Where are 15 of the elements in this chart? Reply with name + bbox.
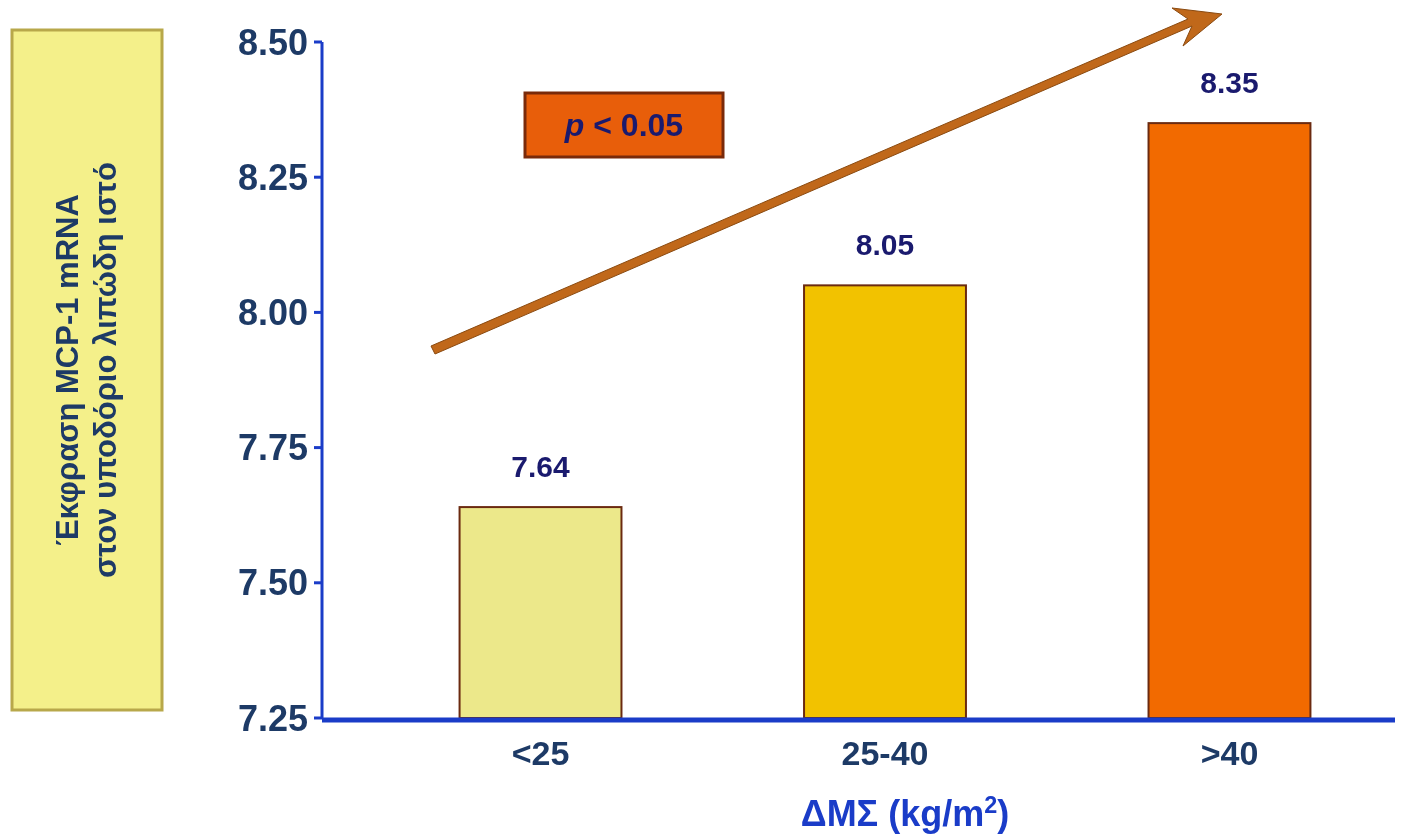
data-label: 7.64 <box>511 450 571 484</box>
x-axis-title: ΔΜΣ (kg/m$^{2}$) <box>800 792 1010 834</box>
y-axis-title: Έκφραση MCP-1 mRNA στον υποδόριο λιπώδη ιστό <box>50 162 123 578</box>
y-tick-label: 8.00 <box>237 292 308 333</box>
y-tick-label: 8.25 <box>237 156 308 198</box>
x-tick-label: >40 <box>1200 734 1259 772</box>
x-tick-label: 25-40 <box>841 734 929 772</box>
annotation: p < 0.05 <box>563 107 684 143</box>
y-tick-label: 7.25 <box>237 697 308 739</box>
data-label: 8.05 <box>855 228 915 262</box>
y-tick-label: 7.75 <box>237 427 308 469</box>
y-tick-label: 8.50 <box>237 21 308 63</box>
data-label: 8.35 <box>1200 66 1259 100</box>
x-tick-label: <25 <box>511 734 570 772</box>
y-tick-label: 7.50 <box>237 562 308 604</box>
